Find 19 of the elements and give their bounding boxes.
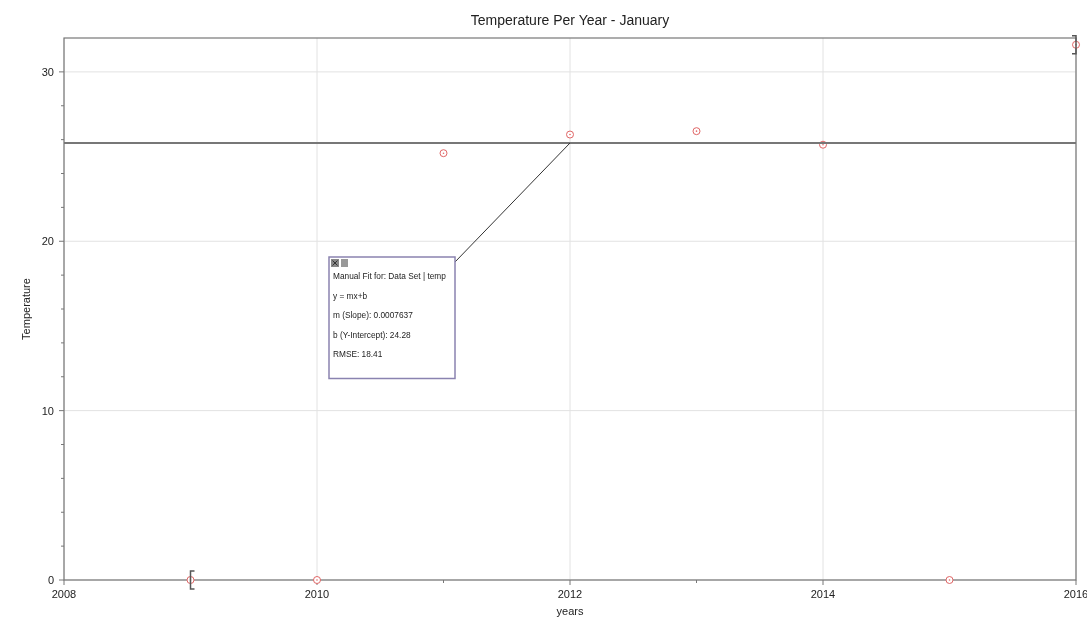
x-tick-label: 2016 (1063, 588, 1087, 600)
x-tick-label: 2008 (51, 588, 77, 600)
annotation: b (Y-Intercept): 24.28 (333, 329, 412, 340)
y-tick-label: 30 (41, 65, 54, 78)
y-tick-label: 20 (41, 235, 54, 248)
x-tick-label: 2014 (810, 588, 836, 600)
point (439, 149, 448, 158)
point (692, 127, 701, 136)
y-axis-title: Temperature (20, 278, 32, 340)
x-axis-title: years (556, 605, 584, 617)
y-tick-label: 0 (47, 574, 54, 586)
chart-title: Temperature Per Year - January (470, 12, 670, 28)
x-tick-label: 2010 (304, 588, 330, 600)
annotation: Manual Fit for: Data Set | temp (333, 271, 447, 281)
annotation: y = mx+b (333, 290, 368, 301)
annotation: RMSE: 18.41 (333, 349, 383, 359)
annotation: m (Slope): 0.0007637 (333, 310, 414, 320)
x-tick-label: 2012 (557, 588, 583, 600)
y-tick-label: 10 (41, 404, 54, 417)
